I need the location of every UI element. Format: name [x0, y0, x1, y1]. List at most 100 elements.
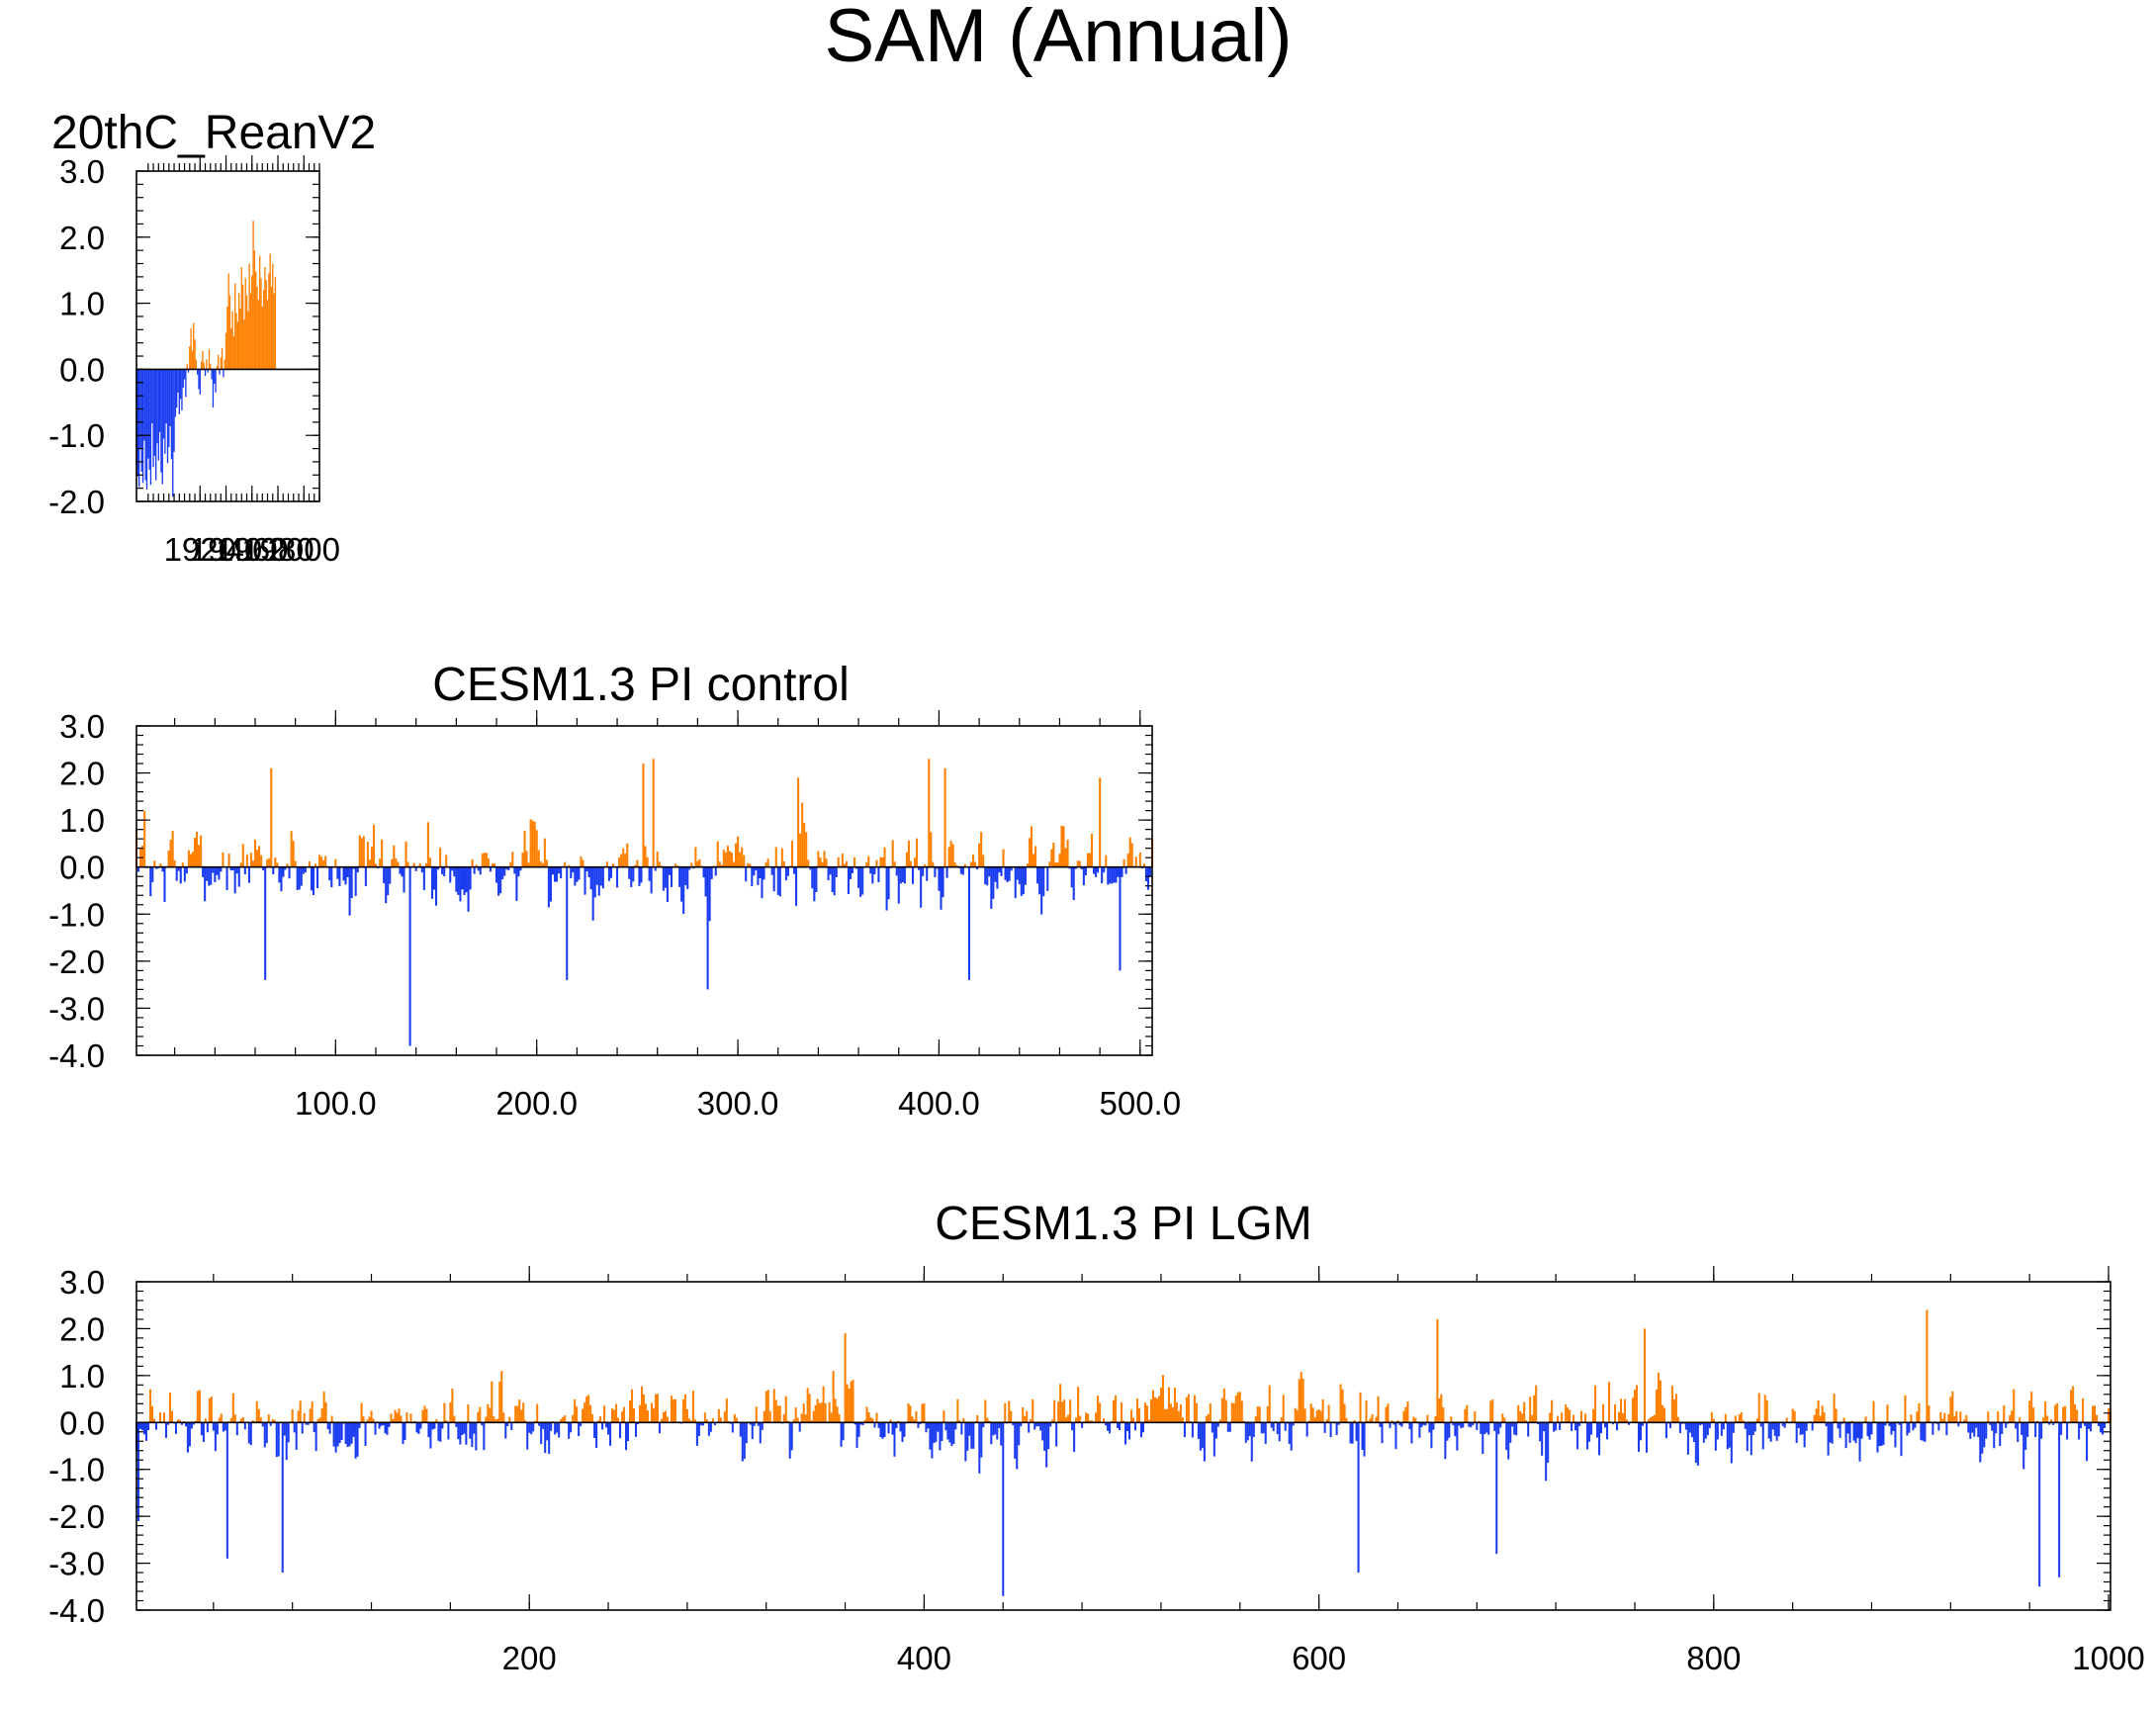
bar [1151, 1390, 1154, 1423]
bar [356, 1422, 359, 1457]
bar [1046, 866, 1049, 891]
bar [176, 369, 178, 408]
bar [1163, 1408, 1166, 1423]
bar [1033, 854, 1035, 867]
bar [1569, 1409, 1572, 1423]
bar [2026, 1422, 2029, 1437]
bar [271, 1418, 274, 1423]
bar [309, 1408, 312, 1423]
y-tick-label: -1.0 [48, 417, 105, 454]
bar [1637, 1422, 1640, 1452]
bar [1444, 1422, 1447, 1460]
bar [251, 275, 253, 370]
bar [324, 1401, 327, 1423]
bar [1048, 861, 1051, 867]
bar [258, 846, 261, 867]
bar [1084, 866, 1087, 876]
bar [441, 1422, 444, 1429]
bar [1071, 1422, 1074, 1431]
bar [420, 866, 423, 873]
bar [144, 369, 146, 481]
bar [356, 866, 359, 873]
x-tick-label: 200 [502, 1640, 557, 1676]
bar [627, 1422, 630, 1442]
bar [928, 759, 931, 867]
bar [697, 1422, 700, 1436]
bar [580, 1422, 583, 1427]
bar [553, 866, 557, 882]
bar [873, 1422, 876, 1428]
bar [558, 1422, 561, 1438]
bar [154, 1422, 157, 1430]
bar [1641, 1422, 1644, 1426]
bar [683, 1394, 686, 1423]
bar [1943, 1412, 1946, 1423]
bar [412, 862, 415, 867]
bar [558, 866, 561, 874]
bar [195, 359, 198, 370]
bar [515, 866, 518, 902]
bar [757, 866, 760, 886]
bar [903, 1422, 906, 1437]
bar [259, 1417, 262, 1423]
bar [1143, 1402, 1146, 1423]
bar [656, 852, 659, 867]
bar [207, 369, 209, 373]
bar [1220, 1397, 1223, 1423]
bar [364, 866, 367, 886]
bar [525, 851, 528, 867]
bar [241, 284, 244, 370]
bar [642, 1394, 646, 1423]
bar [926, 866, 929, 881]
bar [1002, 849, 1005, 867]
bar [1951, 1391, 1954, 1423]
bar [386, 1422, 389, 1435]
bar [543, 838, 546, 867]
bar [652, 1407, 655, 1423]
bar [696, 860, 699, 867]
bar [1050, 849, 1053, 867]
bar [1036, 866, 1039, 884]
bar [607, 1422, 610, 1435]
bar [1755, 1418, 1758, 1423]
bar [1410, 1422, 1413, 1444]
bar [391, 858, 394, 867]
bar [1054, 861, 1057, 867]
bar [1381, 1422, 1384, 1444]
bar [451, 1389, 454, 1423]
bar [210, 866, 213, 885]
bar [881, 1422, 884, 1439]
y-tick-label: -3.0 [48, 1546, 105, 1582]
bar [593, 1422, 596, 1438]
bar [1651, 1415, 1654, 1423]
bar [857, 1422, 860, 1437]
bar [927, 1422, 930, 1429]
bar [1400, 1422, 1403, 1427]
bar [1213, 1422, 1215, 1457]
bar [1493, 1422, 1496, 1431]
bar [275, 1422, 278, 1458]
bar [229, 866, 232, 871]
bar [848, 1388, 851, 1423]
bar [1904, 1395, 1907, 1423]
bar [883, 1422, 886, 1438]
bar [1854, 1422, 1857, 1444]
bar [1987, 1411, 1990, 1423]
bar [1720, 1422, 1723, 1436]
bar [230, 327, 232, 370]
bar [2024, 1422, 2027, 1450]
bar [800, 1413, 803, 1423]
bar [593, 866, 596, 898]
bar [1752, 1422, 1754, 1436]
bar [919, 1422, 922, 1424]
bar [1033, 1422, 1036, 1430]
bar [302, 866, 305, 874]
bar [1004, 1402, 1007, 1423]
bar [1545, 1422, 1548, 1482]
bar [206, 866, 209, 881]
bar [670, 1395, 673, 1423]
bar [825, 858, 828, 867]
bar [1892, 1422, 1895, 1431]
bar [1515, 1422, 1518, 1436]
